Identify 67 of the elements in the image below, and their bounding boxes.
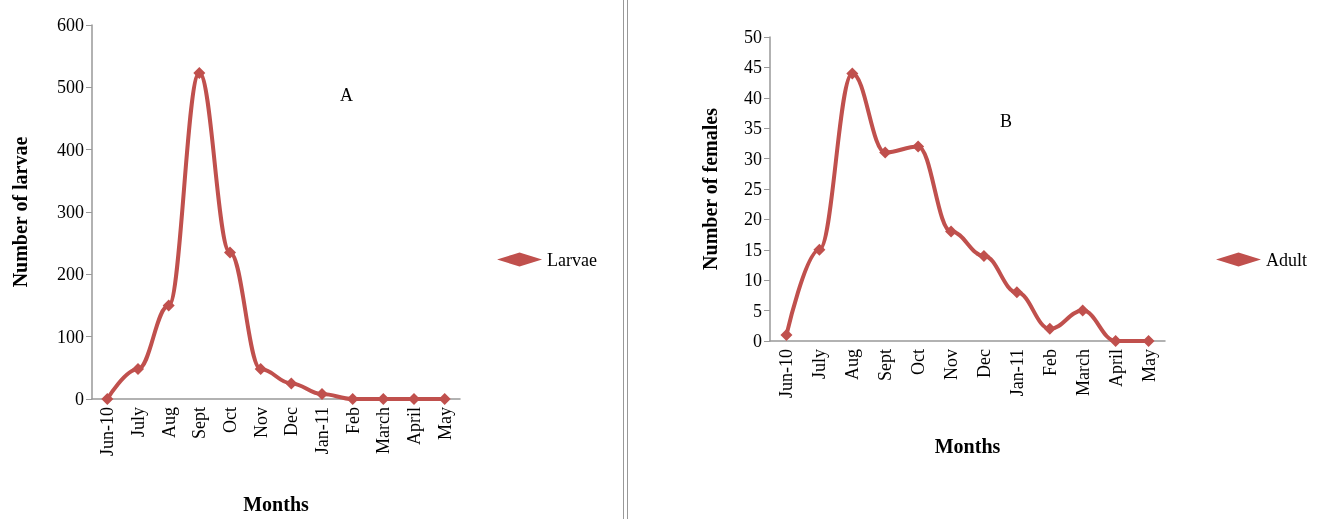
point — [1043, 322, 1056, 335]
y-tick-label: 0 — [753, 331, 762, 351]
y-tick-label: 45 — [744, 57, 762, 78]
x-tick-label: Jun-10 — [97, 407, 118, 456]
x-tick-label: Jun-10 — [776, 349, 797, 398]
y-tick-label: 30 — [744, 148, 762, 169]
x-axis-title: Months — [243, 493, 309, 515]
y-tick-label: 50 — [744, 27, 762, 47]
annotation: A — [340, 85, 353, 105]
x-tick-label: May — [1138, 349, 1159, 382]
y-tick-label: 600 — [57, 15, 84, 35]
legend-label: Adult — [1266, 249, 1308, 270]
point — [1076, 304, 1089, 317]
x-tick-label: Sept — [875, 349, 896, 382]
legend-label: Larvae — [547, 249, 598, 270]
y-axis-title: Number of larvae — [9, 136, 31, 288]
x-tick-label: May — [434, 407, 455, 440]
point — [977, 249, 990, 262]
point — [193, 67, 206, 79]
y-tick-label: 10 — [744, 270, 762, 291]
y-tick-label: 200 — [57, 264, 84, 285]
y-tick-label: 400 — [57, 139, 84, 160]
x-tick-label: Feb — [1039, 349, 1060, 376]
x-tick-label: Dec — [281, 407, 302, 436]
point — [162, 299, 175, 312]
y-tick-label: 15 — [744, 239, 762, 260]
point — [316, 388, 328, 401]
point — [224, 246, 236, 259]
y-tick-label: 40 — [744, 87, 762, 108]
y-tick-label: 35 — [744, 118, 762, 139]
x-tick-label: March — [373, 407, 394, 454]
point — [132, 363, 144, 376]
x-tick-label: April — [404, 407, 424, 445]
x-tick-label: Aug — [158, 407, 179, 438]
point — [813, 243, 826, 256]
y-tick-label: 0 — [75, 389, 84, 409]
x-tick-label: July — [809, 349, 830, 380]
x-tick-label: Jan-11 — [1006, 349, 1027, 397]
x-tick-label: Oct — [908, 349, 929, 375]
y-tick-label: 100 — [57, 326, 84, 347]
point — [285, 377, 298, 390]
x-tick-label: April — [1105, 349, 1126, 387]
x-axis-title: Months — [934, 435, 1001, 457]
x-tick-label: July — [128, 407, 148, 438]
x-tick-label: Sept — [189, 407, 210, 440]
point — [846, 67, 859, 80]
x-tick-label: Dec — [973, 349, 994, 378]
point — [101, 393, 114, 405]
annotation: B — [1000, 111, 1013, 131]
x-tick-label: Aug — [842, 349, 863, 380]
x-tick-label: Oct — [220, 407, 240, 433]
y-tick-label: 25 — [744, 179, 762, 199]
x-tick-label: March — [1072, 349, 1093, 396]
y-axis-title: Number of females — [699, 107, 721, 270]
point — [912, 140, 925, 153]
point — [1010, 286, 1023, 299]
point — [780, 328, 793, 341]
y-tick-label: 5 — [753, 300, 762, 321]
x-tick-label: Jan-11 — [312, 407, 332, 455]
point — [945, 225, 958, 238]
y-tick-label: 300 — [57, 202, 84, 222]
y-tick-label: 500 — [57, 77, 84, 98]
x-tick-label: Nov — [941, 349, 962, 380]
point — [254, 363, 267, 376]
x-tick-label: Nov — [250, 407, 271, 438]
x-tick-label: Feb — [342, 407, 363, 434]
y-tick-label: 20 — [744, 209, 762, 230]
